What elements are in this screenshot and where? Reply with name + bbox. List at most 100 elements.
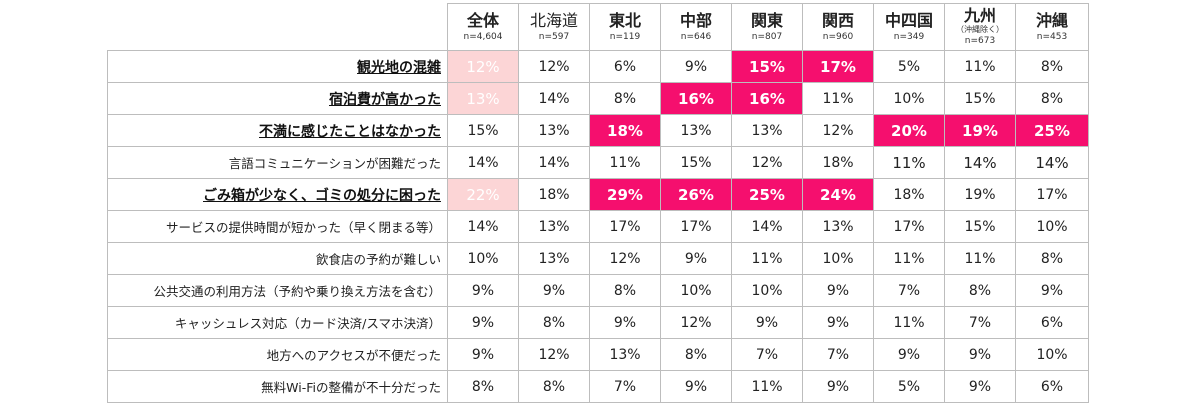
row-label: 観光地の混雑: [107, 50, 448, 83]
value-cell: 12%: [518, 50, 590, 83]
value-cell: 26%: [660, 178, 732, 211]
value-cell: 9%: [944, 370, 1016, 403]
value-cell: 12%: [731, 146, 803, 179]
value-cell: 25%: [731, 178, 803, 211]
value-cell: 20%: [873, 114, 945, 147]
value-cell: 12%: [447, 50, 519, 83]
table-row: 観光地の混雑 12% 12% 6% 9% 15% 17% 5% 11% 8%: [107, 50, 1089, 83]
value-cell: 10%: [447, 242, 519, 275]
value-cell: 9%: [802, 306, 874, 339]
value-cell: 8%: [518, 306, 590, 339]
value-cell: 6%: [589, 50, 661, 83]
column-name: 関東: [750, 10, 783, 30]
value-cell: 17%: [660, 210, 732, 243]
value-cell: 10%: [1015, 210, 1089, 243]
column-header: 関西 n=960: [802, 3, 874, 51]
row-label: ごみ箱が少なく、ゴミの処分に困った: [107, 178, 448, 211]
column-header: 中部 n=646: [660, 3, 732, 51]
value-cell: 9%: [447, 306, 519, 339]
value-cell: 24%: [802, 178, 874, 211]
value-cell: 11%: [873, 146, 945, 179]
value-cell: 25%: [1015, 114, 1089, 147]
value-cell: 18%: [589, 114, 661, 147]
value-cell: 13%: [518, 210, 590, 243]
value-cell: 13%: [589, 338, 661, 371]
value-cell: 29%: [589, 178, 661, 211]
value-cell: 22%: [447, 178, 519, 211]
column-header: 沖縄 n=453: [1015, 3, 1089, 51]
value-cell: 11%: [802, 82, 874, 115]
sample-size: n=453: [1036, 31, 1068, 42]
value-cell: 15%: [944, 82, 1016, 115]
value-cell: 8%: [660, 338, 732, 371]
column-name: 九州: [963, 6, 996, 25]
value-cell: 17%: [1015, 178, 1089, 211]
row-label: 不満に感じたことはなかった: [107, 114, 448, 147]
row-label: サービスの提供時間が短かった（早く閉まる等）: [107, 210, 448, 243]
value-cell: 14%: [518, 82, 590, 115]
value-cell: 7%: [944, 306, 1016, 339]
value-cell: 5%: [873, 50, 945, 83]
value-cell: 9%: [447, 274, 519, 307]
row-label: 宿泊費が高かった: [107, 82, 448, 115]
corner-cell: [107, 3, 448, 51]
value-cell: 11%: [731, 242, 803, 275]
column-subtitle: （沖縄除く）: [956, 25, 1004, 34]
value-cell: 17%: [873, 210, 945, 243]
value-cell: 12%: [518, 338, 590, 371]
value-cell: 8%: [589, 274, 661, 307]
value-cell: 9%: [802, 274, 874, 307]
value-cell: 11%: [873, 242, 945, 275]
value-cell: 13%: [518, 242, 590, 275]
value-cell: 13%: [731, 114, 803, 147]
value-cell: 17%: [802, 50, 874, 83]
row-label: 言語コミュニケーションが困難だった: [107, 146, 448, 179]
column-name: 北海道: [529, 10, 578, 30]
value-cell: 14%: [944, 146, 1016, 179]
table-row: 地方へのアクセスが不便だった 9% 12% 13% 8% 7% 7% 9% 9% 10%: [107, 338, 1089, 371]
sample-size: n=4,604: [463, 31, 503, 42]
value-cell: 6%: [1015, 306, 1089, 339]
value-cell: 9%: [660, 242, 732, 275]
value-cell: 18%: [873, 178, 945, 211]
table-body: 観光地の混雑 12% 12% 6% 9% 15% 17% 5% 11% 8% 宿泊費が高かった 13%…: [107, 50, 1089, 403]
sample-size: n=807: [751, 31, 783, 42]
value-cell: 15%: [731, 50, 803, 83]
column-name: 中部: [679, 10, 712, 30]
value-cell: 13%: [660, 114, 732, 147]
value-cell: 8%: [1015, 82, 1089, 115]
row-label: キャッシュレス対応（カード決済/スマホ決済）: [107, 306, 448, 339]
value-cell: 5%: [873, 370, 945, 403]
value-cell: 19%: [944, 178, 1016, 211]
column-name: 沖縄: [1035, 10, 1068, 30]
sample-size: n=646: [680, 31, 712, 42]
value-cell: 9%: [873, 338, 945, 371]
value-cell: 9%: [802, 370, 874, 403]
row-label: 地方へのアクセスが不便だった: [107, 338, 448, 371]
value-cell: 9%: [447, 338, 519, 371]
survey-table: 全体 n=4,604 北海道 n=597 東北 n=119 中部 n=646 関東 n=807 関西…: [107, 3, 1089, 403]
value-cell: 9%: [518, 274, 590, 307]
value-cell: 8%: [1015, 50, 1089, 83]
table-row: キャッシュレス対応（カード決済/スマホ決済） 9% 8% 9% 12% 9% 9% 11% 7%…: [107, 306, 1089, 339]
value-cell: 15%: [944, 210, 1016, 243]
value-cell: 7%: [873, 274, 945, 307]
row-label: 飲食店の予約が難しい: [107, 242, 448, 275]
value-cell: 6%: [1015, 370, 1089, 403]
column-header: 北海道 n=597: [518, 3, 590, 51]
value-cell: 9%: [660, 370, 732, 403]
column-header: 関東 n=807: [731, 3, 803, 51]
value-cell: 10%: [731, 274, 803, 307]
value-cell: 16%: [660, 82, 732, 115]
sample-size: n=119: [609, 31, 641, 42]
value-cell: 13%: [447, 82, 519, 115]
value-cell: 9%: [660, 50, 732, 83]
value-cell: 14%: [731, 210, 803, 243]
column-name: 東北: [608, 10, 641, 30]
table-row: ごみ箱が少なく、ゴミの処分に困った 22% 18% 29% 26% 25% 24% 18% 19…: [107, 178, 1089, 211]
value-cell: 11%: [731, 370, 803, 403]
column-header: 中四国 n=349: [873, 3, 945, 51]
table-row: 公共交通の利用方法（予約や乗り換え方法を含む） 9% 9% 8% 10% 10% 9% 7% 8…: [107, 274, 1089, 307]
value-cell: 11%: [873, 306, 945, 339]
